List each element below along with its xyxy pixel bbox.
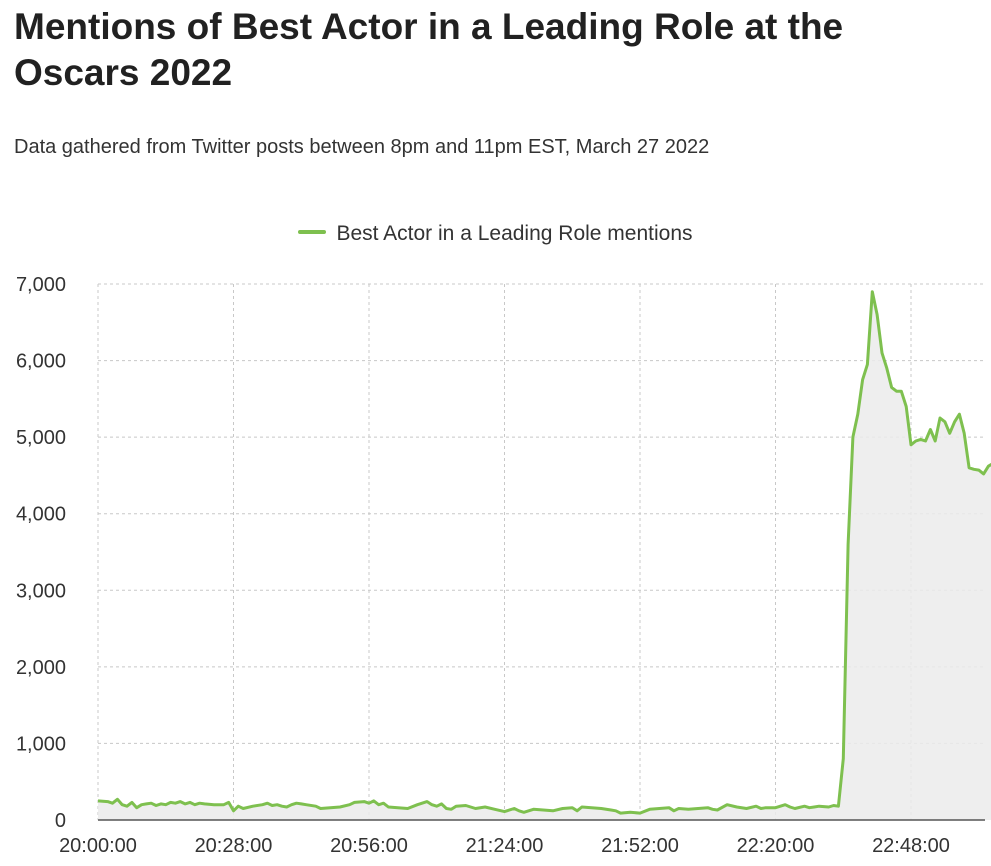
y-tick-label: 4,000 [16, 504, 66, 526]
y-tick-label: 1,000 [16, 733, 66, 755]
y-tick-label: 7,000 [16, 274, 66, 296]
chart-title: Mentions of Best Actor in a Leading Role… [14, 6, 844, 93]
y-tick-label: 6,000 [16, 351, 66, 373]
y-tick-label: 5,000 [16, 427, 66, 449]
x-tick-label: 20:00:00 [59, 835, 137, 857]
x-tick-label: 20:56:00 [330, 835, 408, 857]
series-area [98, 291, 991, 820]
legend-label: Best Actor in a Leading Role mentions [336, 222, 693, 245]
y-tick-label: 3,000 [16, 580, 66, 602]
y-tick-label: 2,000 [16, 657, 66, 679]
x-tick-label: 21:24:00 [466, 835, 544, 857]
legend: Best Actor in a Leading Role mentions [0, 222, 991, 246]
y-tick-label: 0 [55, 810, 66, 832]
x-tick-label: 21:52:00 [601, 835, 679, 857]
x-tick-label: 20:28:00 [195, 835, 273, 857]
x-tick-label: 22:48:00 [872, 835, 950, 857]
chart-subtitle: Data gathered from Twitter posts between… [14, 136, 710, 158]
x-axis: 20:00:00 20:28:00 20:56:00 21:24:00 21:52:00… [59, 819, 985, 857]
grid [97, 283, 985, 820]
x-tick-label: 22:20:00 [737, 835, 815, 857]
legend-swatch [298, 230, 327, 235]
y-axis: 0 1,000 2,000 3,000 4,000 5,000 6,000 7,000 [16, 274, 66, 832]
series-line [97, 290, 991, 815]
